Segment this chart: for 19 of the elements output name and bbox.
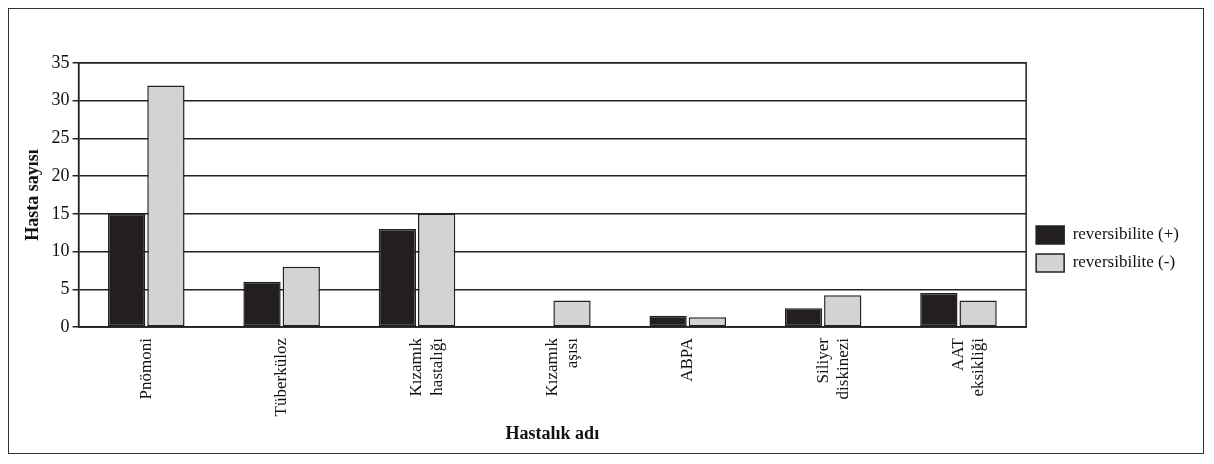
x-tick-label: AAT eksikliği [947, 337, 988, 397]
x-tick-label: Tüberküloz [271, 337, 291, 417]
x-tick-label: Kızamık hastalığı [406, 337, 446, 397]
x-tick-label: ABPA [677, 337, 697, 382]
y-tick-label: 10 [51, 240, 70, 261]
y-tick-label: 25 [51, 127, 70, 148]
y-tick-label: 35 [51, 51, 70, 72]
legend-label: reversibilite (+) [1072, 224, 1180, 244]
y-tick-label: 15 [51, 202, 70, 223]
x-tick-label: Pnömoni [135, 337, 155, 400]
y-tick-label: 0 [60, 315, 70, 336]
y-tick-label: 20 [51, 164, 70, 185]
y-axis-title: Hasta sayısı [22, 149, 43, 241]
y-tick-label: 5 [60, 278, 70, 299]
x-tick-label: Kızamık aşısı [541, 337, 582, 397]
y-tick-label: 30 [51, 89, 70, 110]
x-axis-title: Hastalık adı [505, 422, 600, 443]
legend-label: reversibilite (-) [1072, 252, 1176, 272]
x-tick-label: Siliyer diskinezi [812, 337, 852, 400]
